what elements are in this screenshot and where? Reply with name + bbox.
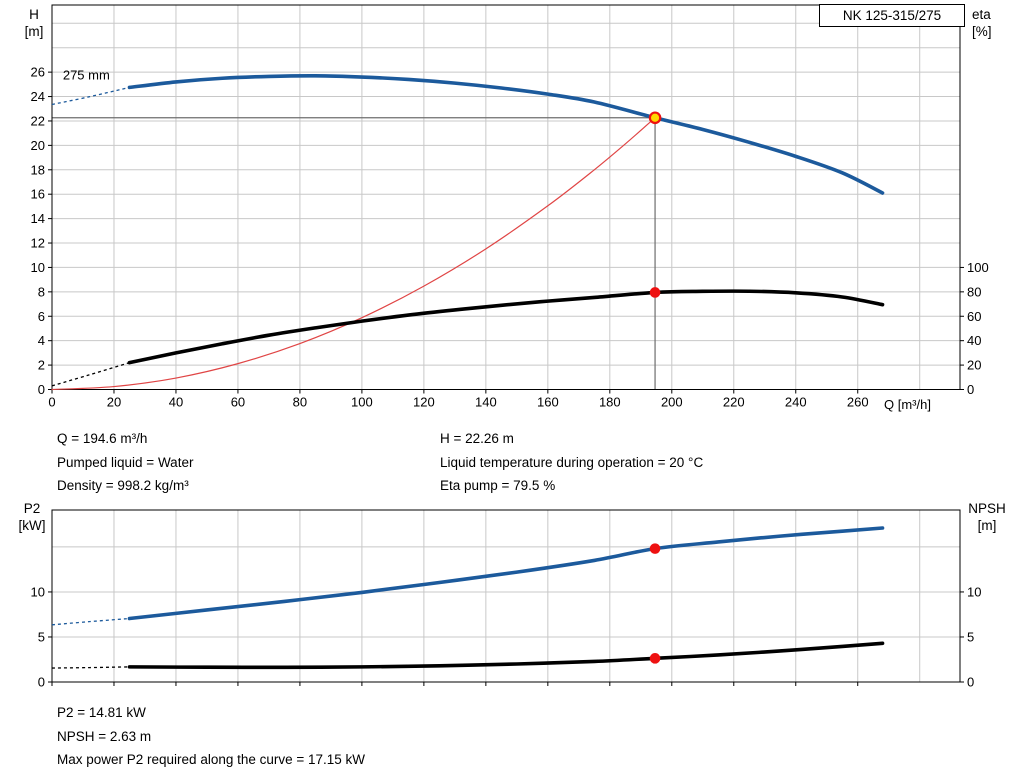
y-left-tick-label: 16 xyxy=(31,187,45,202)
y-right-tick-label: 100 xyxy=(967,260,989,275)
p2-axis-label: P2 [kW] xyxy=(10,500,54,534)
y-left-tick-label: 22 xyxy=(31,113,45,128)
h-axis-label-line2: [m] xyxy=(24,24,44,39)
eta-curve xyxy=(127,289,885,365)
plot-frame xyxy=(51,509,961,683)
eta-point-marker xyxy=(649,287,661,298)
npsh-point-marker xyxy=(649,653,661,664)
p2-curve xyxy=(127,526,885,621)
y-left-tick-label: 26 xyxy=(31,65,45,80)
p2-axis-label-line2: [kW] xyxy=(18,518,46,533)
y-right-tick-label: 20 xyxy=(967,358,981,373)
y-left-tick-label: 6 xyxy=(38,309,45,324)
y-left-tick-label: 0 xyxy=(38,382,45,397)
h-axis-label-line1: H xyxy=(29,7,39,22)
y-right-tick-label: 60 xyxy=(967,309,981,324)
p2-line: P2 = 14.81 kW xyxy=(57,705,146,720)
x-tick-label: 240 xyxy=(785,395,807,410)
head-line: H = 22.26 m xyxy=(440,431,514,446)
liquid-line: Pumped liquid = Water xyxy=(57,454,194,470)
npsh-axis-label: NPSH [m] xyxy=(956,500,1018,534)
y-left-tick-label: 14 xyxy=(31,211,45,226)
y-left-tick-label: 18 xyxy=(31,162,45,177)
eta-axis-label-line1: eta xyxy=(972,7,991,22)
h-axis-label: H [m] xyxy=(14,6,54,40)
pump-type-box: NK 125-315/275 xyxy=(819,4,965,27)
eta-axis-label: eta [%] xyxy=(972,6,1018,40)
y-right-tick-label: 5 xyxy=(967,629,974,644)
p2-point-marker xyxy=(649,543,661,554)
head-eta-chart: 0 20 40 60 80 100 120 140 160 180 200 220 240 2600246… xyxy=(31,4,989,410)
x-tick-label: 0 xyxy=(48,395,55,410)
npsh-line: NPSH = 2.63 m xyxy=(57,728,152,744)
y-right-tick-label: 0 xyxy=(967,675,974,690)
x-tick-label: 100 xyxy=(351,395,373,410)
curve-size-label: 275 mm xyxy=(63,67,110,82)
max-power-line: Max power P2 required along the curve = … xyxy=(57,752,366,767)
y-left-tick-label: 5 xyxy=(38,629,45,644)
head-curve xyxy=(127,73,885,195)
duty-info-left: Q = 194.6 m³/h Pumped liquid = Water Den… xyxy=(57,427,193,498)
system-curve xyxy=(51,117,656,391)
npsh-curve xyxy=(127,641,885,670)
x-tick-label: 200 xyxy=(661,395,683,410)
head-curve-extension xyxy=(51,86,130,106)
x-tick-label: 180 xyxy=(599,395,621,410)
y-left-tick-label: 20 xyxy=(31,138,45,153)
x-tick-label: 80 xyxy=(293,395,307,410)
eta-curve-extension xyxy=(51,362,130,387)
q-axis-label: Q [m³/h] xyxy=(884,397,931,412)
p2-curve-extension xyxy=(51,617,130,626)
npsh-axis-label-line1: NPSH xyxy=(968,501,1006,516)
x-tick-label: 140 xyxy=(475,395,497,410)
y-left-tick-label: 12 xyxy=(31,236,45,251)
y-left-tick-label: 8 xyxy=(38,284,45,299)
npsh-axis-label-line2: [m] xyxy=(977,518,997,533)
x-tick-label: 40 xyxy=(169,395,183,410)
x-tick-label: 260 xyxy=(847,395,869,410)
y-left-tick-label: 2 xyxy=(38,358,45,373)
y-left-tick-label: 10 xyxy=(31,584,45,599)
x-tick-label: 120 xyxy=(413,395,435,410)
y-left-tick-label: 24 xyxy=(31,89,45,104)
y-right-tick-label: 0 xyxy=(967,382,974,397)
y-left-tick-label: 0 xyxy=(38,675,45,690)
y-left-tick-label: 4 xyxy=(38,333,45,348)
p2-axis-label-line1: P2 xyxy=(23,501,41,516)
npsh-curve-extension xyxy=(51,666,130,669)
x-tick-label: 160 xyxy=(537,395,559,410)
plot-frame xyxy=(51,4,961,390)
power-info: P2 = 14.81 kW NPSH = 2.63 m Max power P2… xyxy=(57,701,365,772)
duty-info-right: H = 22.26 m Liquid temperature during op… xyxy=(440,427,703,498)
flow-line: Q = 194.6 m³/h xyxy=(57,431,148,446)
x-tick-label: 220 xyxy=(723,395,745,410)
y-right-tick-label: 80 xyxy=(967,284,981,299)
y-left-tick-label: 10 xyxy=(31,260,45,275)
density-line: Density = 998.2 kg/m³ xyxy=(57,478,189,493)
p2-npsh-chart: 0 5 10 0 5 10 xyxy=(31,509,981,690)
y-right-tick-label: 40 xyxy=(967,333,981,348)
x-tick-label: 20 xyxy=(107,395,121,410)
y-right-tick-label: 10 xyxy=(967,584,981,599)
duty-point-marker xyxy=(648,111,662,125)
temperature-line: Liquid temperature during operation = 20… xyxy=(440,454,704,470)
efficiency-line: Eta pump = 79.5 % xyxy=(440,478,556,493)
eta-axis-label-line2: [%] xyxy=(972,24,992,39)
x-tick-label: 60 xyxy=(231,395,245,410)
